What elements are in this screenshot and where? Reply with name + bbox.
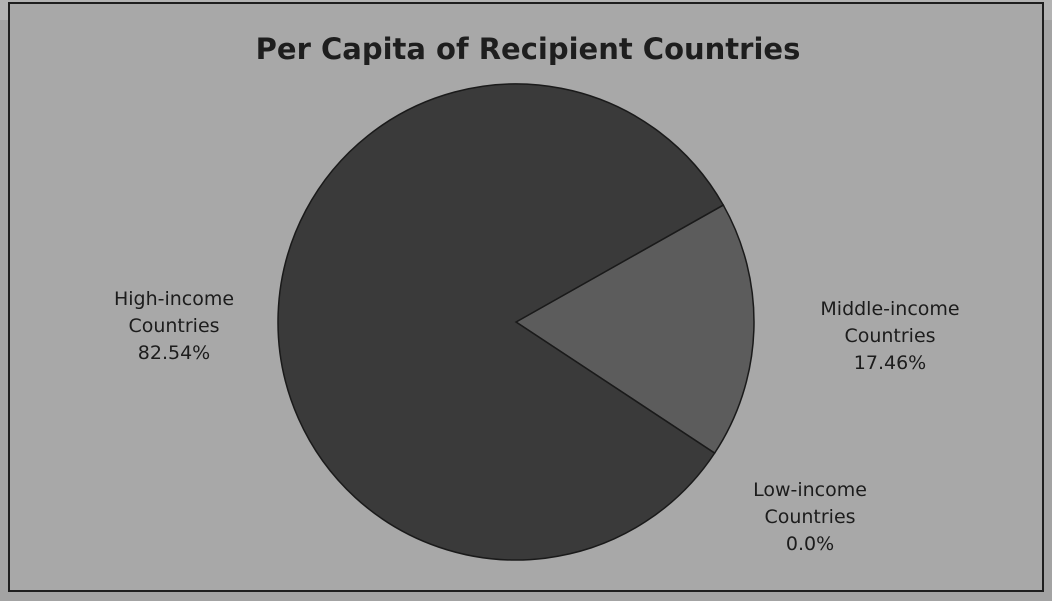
pie-chart [277,83,755,561]
chart-title: Per Capita of Recipient Countries [255,32,801,66]
slice-label-line: Countries [128,315,220,337]
slice-label-line: Countries [764,506,856,528]
slice-label-line: High-income [113,288,235,310]
pie-slice-middle-income [514,204,755,455]
slice-label-middle-income: Middle-income Countries 17.46% [780,296,1000,377]
chart-frame: Per Capita of Recipient Countries High-i… [8,2,1044,592]
slice-value-label: 0.0% [785,533,835,555]
slice-label-low-income: Low-income Countries 0.0% [730,477,890,558]
slice-value-label: 17.46% [853,352,927,374]
slice-value-label: 82.54% [137,342,211,364]
pie-slice-high-income [277,83,725,561]
pie-slices [277,83,755,561]
slice-label-line: Middle-income [820,298,960,320]
slice-label-high-income: High-income Countries 82.54% [74,286,274,367]
slice-label-line: Countries [844,325,936,347]
slice-label-line: Low-income [753,479,867,501]
